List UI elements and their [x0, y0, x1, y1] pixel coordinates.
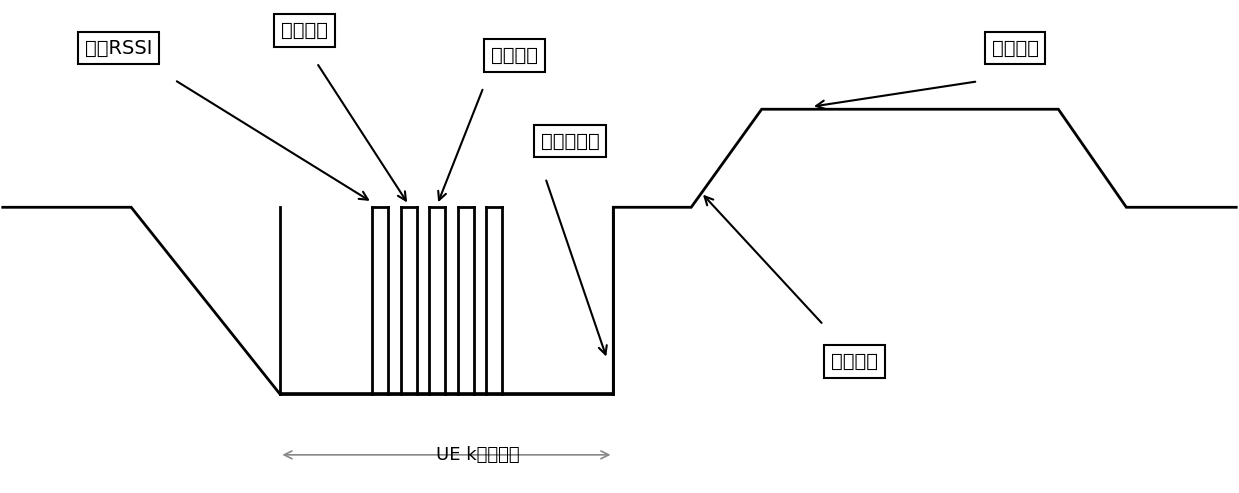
Text: 上报容量: 上报容量: [281, 21, 328, 40]
Text: 上报RSSI: 上报RSSI: [85, 38, 152, 58]
Text: UE k选择周期: UE k选择周期: [436, 446, 519, 464]
Text: 状态转换: 状态转换: [831, 352, 878, 371]
Text: 上报时延: 上报时延: [491, 46, 538, 65]
Text: 连接状态: 连接状态: [991, 38, 1038, 58]
Text: 未连接状态: 未连接状态: [540, 132, 600, 150]
